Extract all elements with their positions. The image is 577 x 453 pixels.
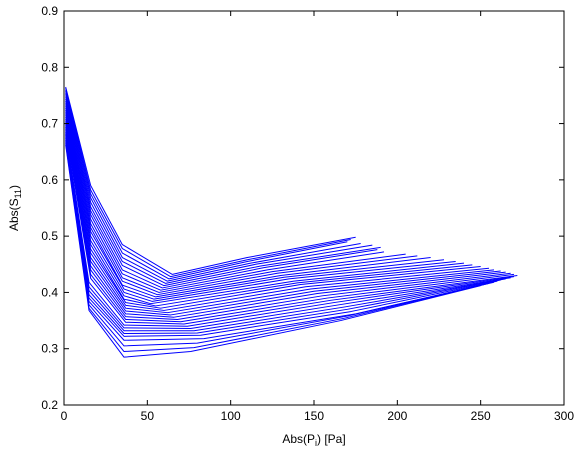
y-tick-label: 0.8 [41, 60, 58, 74]
y-tick-label: 0.2 [41, 398, 58, 412]
series-line-3 [65, 89, 348, 280]
series-line-9 [65, 100, 406, 293]
x-tick-label: 150 [304, 409, 324, 423]
x-tick-label: 0 [61, 409, 68, 423]
series-line-6 [65, 94, 381, 287]
series-line-1 [65, 86, 356, 275]
series-line-4 [65, 90, 361, 282]
series-line-25 [65, 133, 511, 329]
series-line-20 [65, 125, 506, 318]
ticks-group [63, 10, 565, 406]
series-line-10 [65, 103, 418, 296]
x-tick-label: 200 [387, 409, 407, 423]
y-tick-label: 0.4 [41, 285, 58, 299]
x-axis-label: Abs(Pi) [Pa] [282, 432, 345, 448]
series-line-19 [65, 123, 501, 316]
series-line-11 [65, 105, 431, 298]
series-line-12 [65, 107, 445, 300]
x-axis-label-subscript: i [315, 438, 317, 448]
series-line-8 [65, 98, 385, 291]
series-line-14 [65, 112, 465, 305]
y-tick-label: 0.6 [41, 173, 58, 187]
series-line-21 [65, 126, 511, 320]
y-tick-label: 0.7 [41, 117, 58, 131]
series-line-23 [65, 130, 518, 325]
series-line-17 [65, 118, 490, 311]
y-tick-label: 0.3 [41, 342, 58, 356]
series-line-13 [65, 109, 456, 302]
y-axis-label-suffix: ) [7, 185, 21, 189]
series-line-32 [65, 144, 481, 358]
series-line-26 [65, 134, 506, 332]
x-axis-label-suffix: ) [Pa] [317, 432, 346, 446]
series-line-22 [65, 128, 515, 323]
tick-labels-group: 0 50 100 150 200 250 300 0.2 0.3 0.4 0.5 0.6 0.7 0.8 0… [41, 4, 574, 423]
series-line-15 [65, 114, 473, 307]
y-axis-label-subscript: 11 [13, 189, 23, 198]
plot-area-background [64, 11, 564, 405]
x-tick-label: 100 [221, 409, 241, 423]
x-tick-label: 250 [471, 409, 491, 423]
series-line-16 [65, 116, 481, 309]
series-group [65, 86, 518, 358]
x-tick-label: 50 [141, 409, 155, 423]
x-tick-label: 300 [554, 409, 574, 423]
y-tick-label: 0.9 [41, 4, 58, 18]
series-line-18 [65, 121, 495, 314]
series-line-5 [65, 92, 373, 284]
y-tick-label: 0.5 [41, 229, 58, 243]
series-line-2 [65, 87, 351, 278]
series-line-7 [65, 96, 378, 289]
y-axis-label: Abs(S11) [7, 185, 23, 231]
series-line-24 [65, 131, 515, 327]
